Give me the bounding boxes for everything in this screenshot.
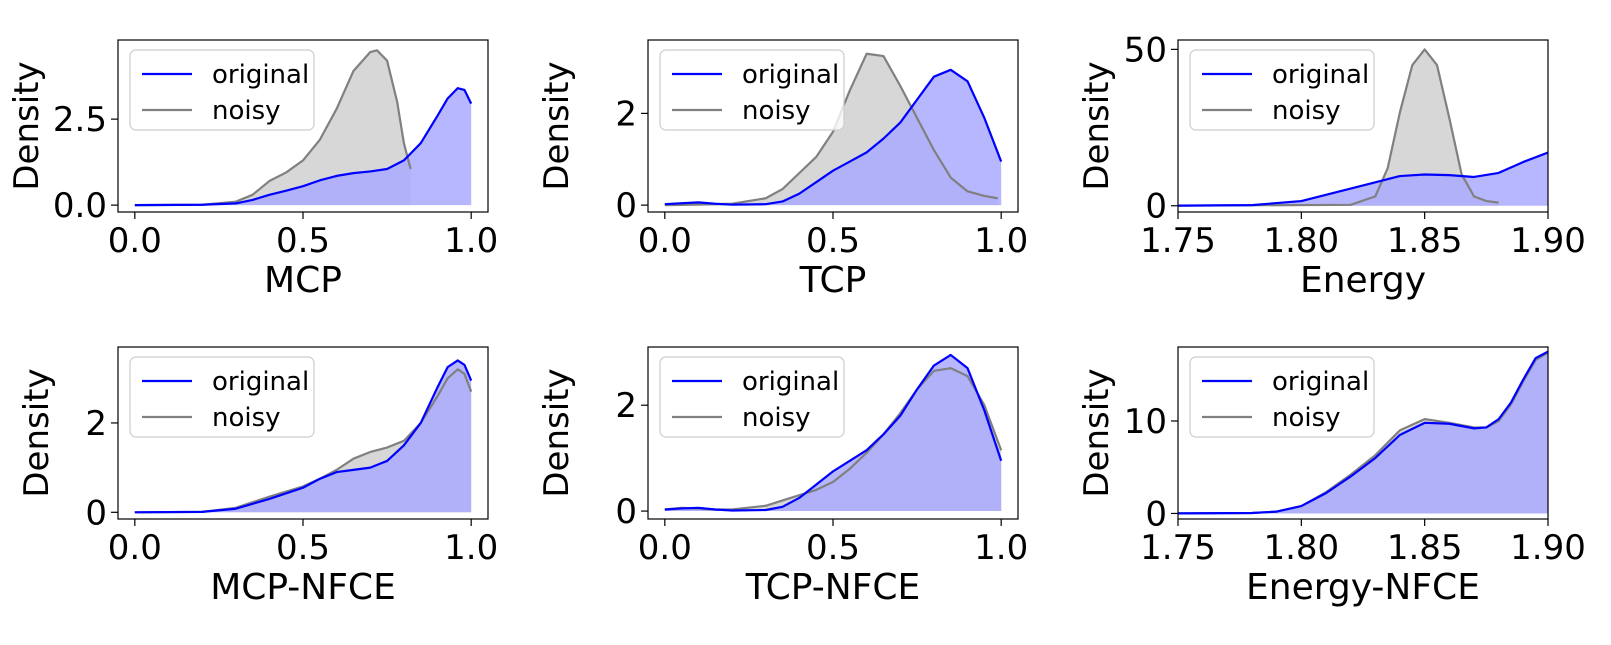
legend-label-noisy: noisy — [742, 403, 811, 433]
plot-area — [134, 49, 473, 207]
legend-label-original: original — [1272, 367, 1369, 397]
legend-label-noisy: noisy — [212, 403, 281, 433]
original-density-fill — [1178, 152, 1548, 206]
x-tick-label: 1.80 — [1263, 528, 1339, 568]
y-tick-label: 0 — [615, 186, 637, 226]
y-axis-label: Density — [537, 368, 577, 497]
noisy-density-line — [1178, 48, 1499, 207]
legend: original noisy — [129, 49, 315, 131]
legend-label-noisy: noisy — [1272, 96, 1341, 126]
noisy-density-fill — [1178, 49, 1499, 206]
original-density-fill — [1178, 351, 1548, 514]
legend-label-noisy: noisy — [1272, 403, 1341, 433]
legend-label-original: original — [742, 367, 839, 397]
original-density-line — [1178, 350, 1548, 515]
x-tick-label: 0.5 — [276, 221, 330, 261]
x-tick-label: 0.5 — [806, 221, 860, 261]
subplot-2: 0.0 0.5 1.0 0 2 TCP Density original noisy — [537, 39, 1028, 301]
plot-area — [1178, 350, 1548, 515]
x-tick-label: 0.0 — [108, 528, 162, 568]
original-density-line — [664, 353, 1003, 512]
y-tick-label: 2 — [615, 94, 637, 134]
x-axis-label: MCP-NFCE — [210, 567, 396, 608]
plot-area — [134, 359, 473, 514]
x-tick-label: 1.0 — [444, 528, 498, 568]
x-tick-label: 1.85 — [1387, 221, 1463, 261]
x-tick-label: 0.0 — [638, 528, 692, 568]
axes-frame — [1177, 39, 1549, 213]
legend: original noisy — [129, 356, 315, 438]
x-axis-label: Energy-NFCE — [1246, 567, 1480, 608]
x-tick-label: 1.80 — [1263, 221, 1339, 261]
x-tick-label: 1.90 — [1510, 528, 1586, 568]
x-tick-label: 1.75 — [1140, 221, 1216, 261]
legend-label-original: original — [212, 367, 309, 397]
y-tick-label: 2 — [615, 386, 637, 426]
x-tick-label: 0.5 — [276, 528, 330, 568]
x-tick-label: 1.90 — [1510, 221, 1586, 261]
subplot-5: 0.0 0.5 1.0 0 2 TCP-NFCE Density original noisy — [537, 346, 1028, 608]
noisy-density-line — [134, 49, 412, 207]
y-tick-label: 50 — [1124, 30, 1167, 70]
y-axis-label: Density — [1077, 61, 1117, 190]
noisy-density-line — [134, 368, 473, 514]
original-density-fill — [134, 360, 472, 513]
x-tick-label: 0.0 — [638, 221, 692, 261]
x-tick-label: 1.75 — [1140, 528, 1216, 568]
x-axis-label: MCP — [264, 260, 342, 301]
y-axis-label: Density — [17, 368, 57, 497]
subplot-3: 1.75 1.80 1.85 1.90 0 50 Energy Density original… — [1077, 30, 1586, 301]
plot-area — [664, 353, 1003, 512]
y-axis-label: Density — [7, 61, 47, 190]
original-density-fill — [664, 69, 1002, 206]
x-tick-label: 1.0 — [444, 221, 498, 261]
subplot-4: 0.0 0.5 1.0 0 2 MCP-NFCE Density original noisy — [17, 346, 498, 608]
y-axis-label: Density — [1077, 368, 1117, 497]
original-density-line — [134, 87, 473, 207]
x-tick-label: 1.85 — [1387, 528, 1463, 568]
plot-area — [664, 52, 1003, 207]
y-tick-label: 10 — [1124, 402, 1167, 442]
y-tick-label: 0 — [85, 493, 107, 533]
noisy-density-line — [664, 52, 999, 207]
original-density-line — [664, 68, 1003, 206]
y-tick-label: 0 — [1145, 494, 1167, 534]
y-axis-label: Density — [537, 61, 577, 190]
legend: original noisy — [659, 49, 845, 131]
y-tick-label: 2 — [85, 404, 107, 444]
legend-label-noisy: noisy — [212, 96, 281, 126]
legend-label-original: original — [742, 60, 839, 90]
noisy-density-fill — [134, 50, 411, 206]
y-tick-label: 0 — [1145, 187, 1167, 227]
legend-label-original: original — [1272, 60, 1369, 90]
x-axis-label: Energy — [1300, 260, 1426, 301]
x-tick-label: 1.0 — [974, 528, 1028, 568]
original-density-fill — [134, 88, 472, 206]
original-density-line — [1178, 151, 1548, 207]
legend: original noisy — [1189, 49, 1375, 131]
x-tick-label: 0.5 — [806, 528, 860, 568]
plot-area — [1178, 48, 1548, 207]
y-tick-label: 0.0 — [53, 186, 107, 226]
legend: original noisy — [1189, 356, 1375, 438]
x-tick-label: 1.0 — [974, 221, 1028, 261]
legend-label-original: original — [212, 60, 309, 90]
subplot-1: 0.0 0.5 1.0 0.0 2.5 MCP Density original noisy — [7, 39, 498, 301]
y-tick-label: 0 — [615, 492, 637, 532]
x-axis-label: TCP — [799, 260, 867, 301]
subplot-6: 1.75 1.80 1.85 1.90 0 10 Energy-NFCE Density ori… — [1077, 346, 1586, 608]
legend: original noisy — [659, 356, 845, 438]
legend-label-noisy: noisy — [742, 96, 811, 126]
y-tick-label: 2.5 — [53, 100, 107, 140]
x-tick-label: 0.0 — [108, 221, 162, 261]
x-axis-label: TCP-NFCE — [745, 567, 920, 608]
original-density-fill — [664, 354, 1002, 512]
axes-frame — [1177, 346, 1549, 520]
original-density-line — [134, 359, 473, 514]
